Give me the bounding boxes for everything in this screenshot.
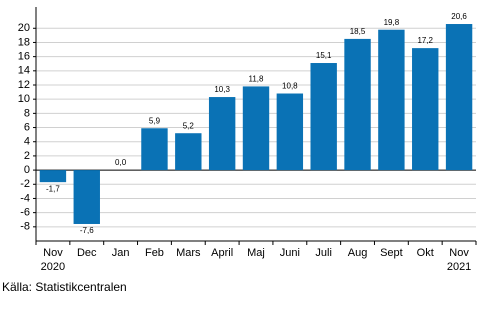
bar [412, 48, 439, 171]
bar [141, 128, 168, 171]
x-tick-label: Juni [280, 247, 300, 259]
value-label: 18,5 [350, 27, 366, 36]
value-label: 11,8 [249, 75, 265, 84]
x-tick-label: Aug [348, 247, 368, 259]
value-label: 20,6 [451, 12, 467, 21]
y-tick-label: 20 [18, 22, 30, 34]
x-tick-label: Dec [77, 247, 97, 259]
bar [175, 133, 202, 171]
value-label: 5,9 [149, 116, 161, 125]
value-label: 15,1 [316, 51, 332, 60]
bar [310, 63, 337, 171]
x-tick-label: Nov [43, 247, 63, 259]
x-tick-label: Nov [449, 247, 469, 259]
x-tick-year: 2020 [41, 261, 65, 273]
x-tick-year: 2021 [447, 261, 471, 273]
value-label: 10,3 [214, 85, 230, 94]
y-tick-label: 6 [24, 121, 30, 133]
value-label: 10,8 [282, 82, 298, 91]
bar [73, 170, 100, 224]
bar [242, 86, 270, 171]
y-tick-label: 2 [24, 150, 30, 162]
y-tick-label: -8 [20, 221, 30, 233]
x-tick-label: Jan [112, 247, 130, 259]
y-tick-label: 10 [18, 93, 30, 105]
value-label: -1,7 [46, 184, 60, 193]
value-label: 5,2 [183, 121, 195, 130]
bar [445, 24, 473, 171]
y-tick-label: -4 [20, 192, 30, 204]
value-label: -7,6 [80, 226, 94, 235]
x-tick-label: April [211, 247, 233, 259]
value-label: 19,8 [384, 18, 400, 27]
x-tick-label: Sept [380, 247, 403, 259]
x-tick-label: Okt [417, 247, 434, 259]
y-tick-label: 4 [24, 136, 30, 148]
bar [378, 29, 405, 171]
value-label: 17,2 [417, 36, 433, 45]
y-tick-label: 8 [24, 107, 30, 119]
y-tick-label: -2 [20, 178, 30, 190]
y-tick-label: 12 [18, 79, 30, 91]
y-tick-label: 18 [18, 36, 30, 48]
x-tick-label: Feb [145, 247, 164, 259]
y-tick-label: 0 [24, 164, 30, 176]
y-tick-label: 14 [18, 65, 30, 77]
x-tick-label: Mars [176, 247, 201, 259]
bar [39, 170, 67, 183]
source: Källa: Statistikcentralen [2, 280, 127, 294]
x-tick-label: Juli [315, 247, 332, 259]
x-tick-label: Maj [247, 247, 265, 259]
bar [344, 38, 371, 171]
bar [276, 93, 304, 171]
value-label: 0,0 [115, 158, 127, 167]
y-tick-label: 16 [18, 51, 30, 63]
y-tick-label: -6 [20, 207, 30, 219]
bar [208, 97, 236, 171]
